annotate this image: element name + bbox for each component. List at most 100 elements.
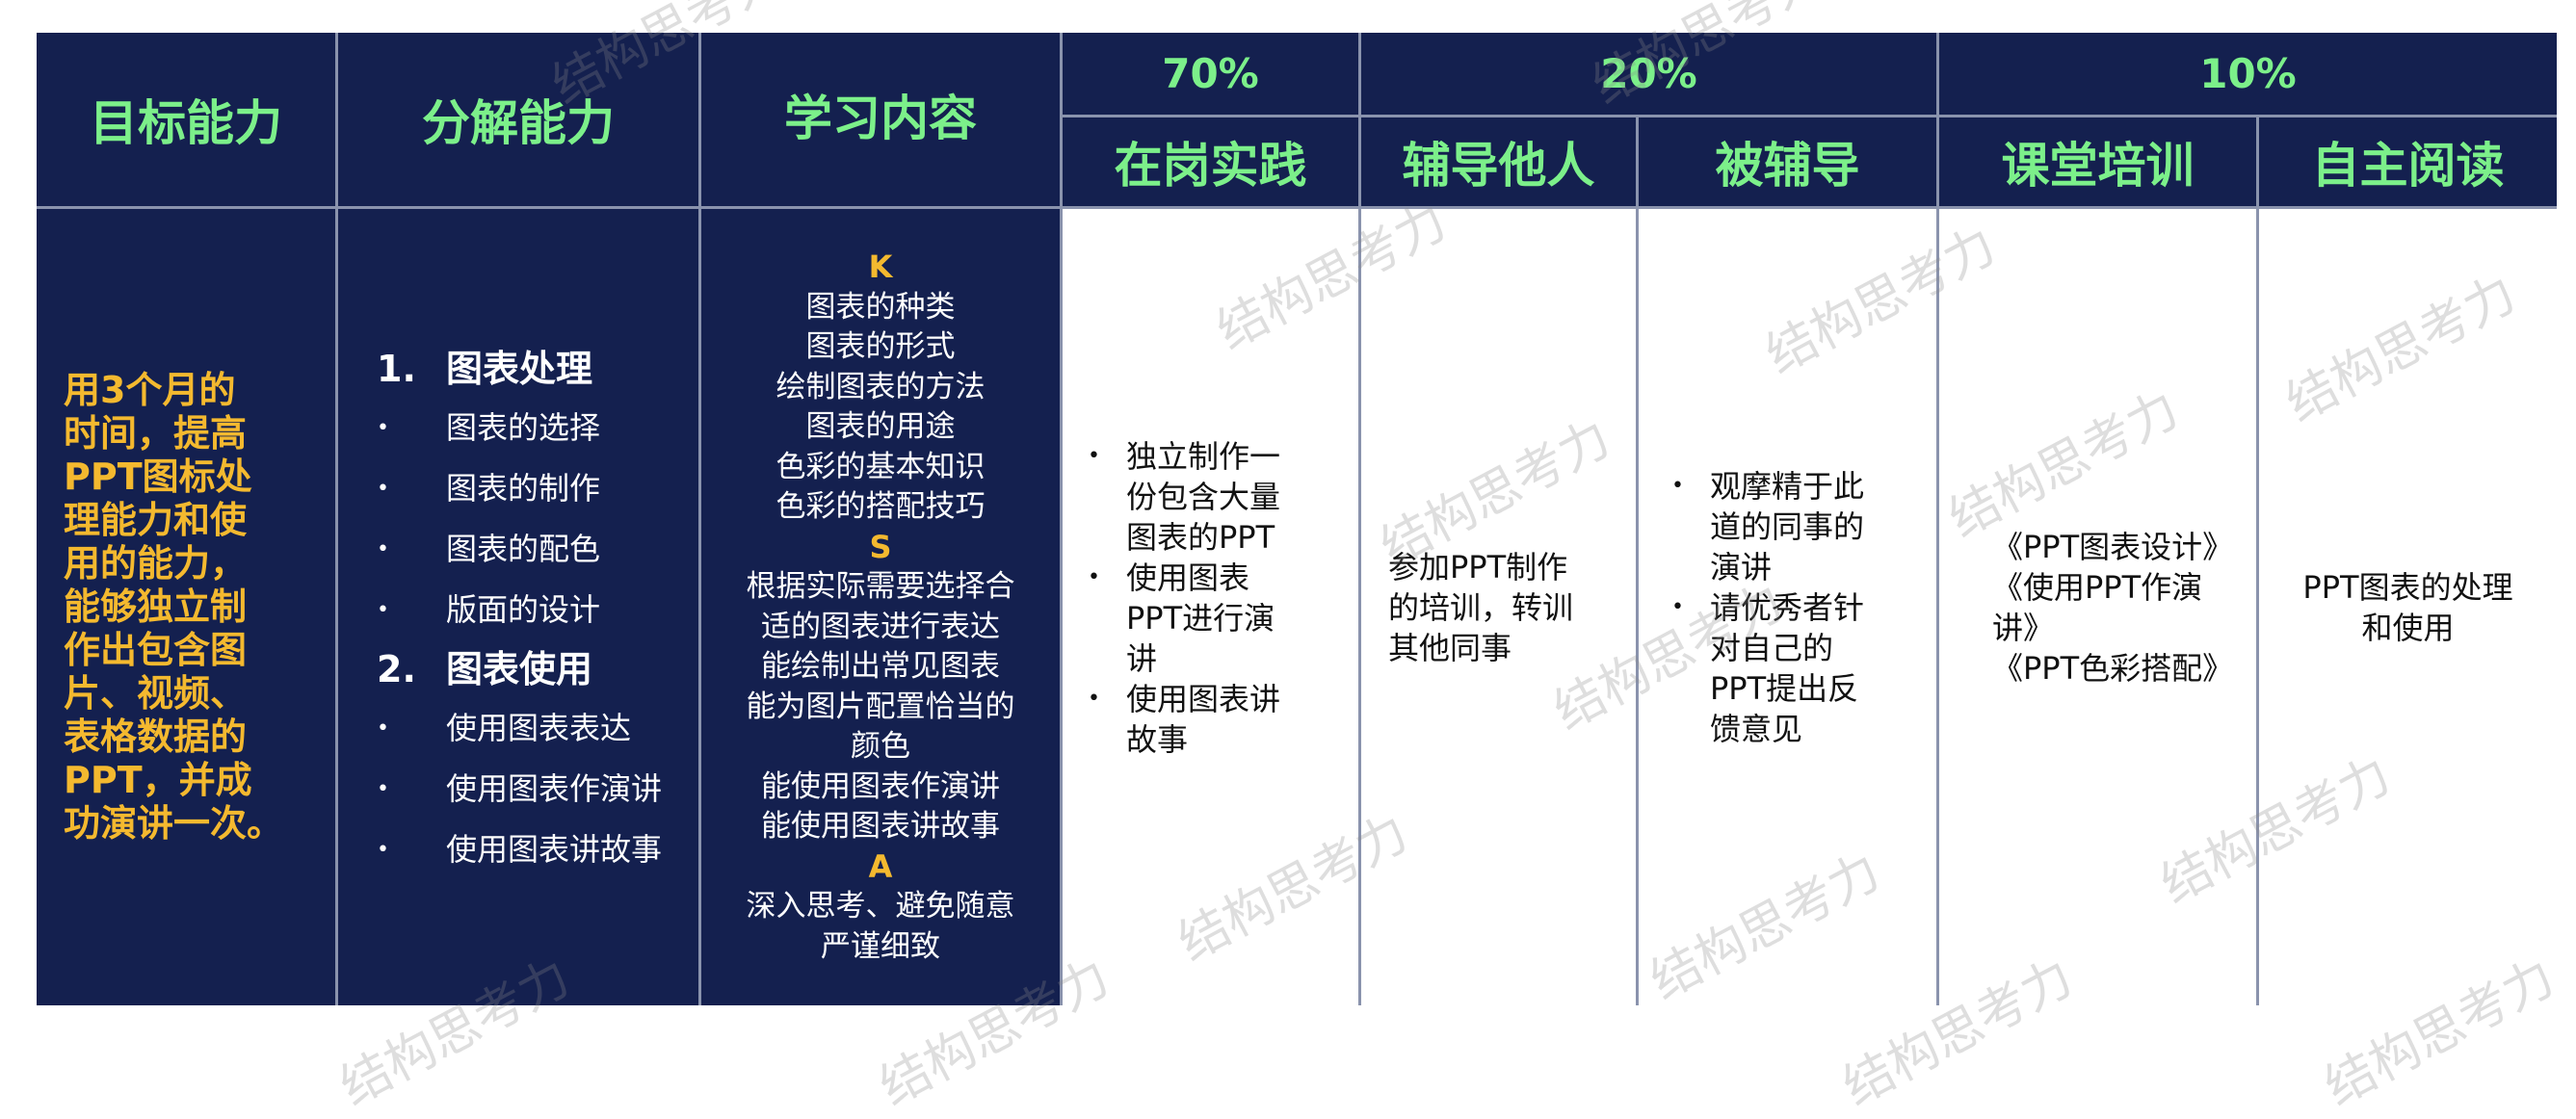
decompose-item: • 版面的设计 — [377, 580, 698, 640]
self-reading-cell: PPT图表的处理 和使用 — [2259, 209, 2557, 1005]
bullet-line: 馈意见 — [1710, 710, 1803, 747]
coach_others-text: 参加PPT制作 的培训，转训 其他同事 — [1388, 547, 1626, 668]
goal-line: PPT图标处 — [64, 455, 252, 498]
learning-line: 深入思考、避免随意 — [746, 889, 1015, 924]
header-decompose-ability: 分解能力 — [338, 33, 698, 206]
text-line: 《PPT图表设计》 — [1992, 528, 2234, 565]
goal-line: 用3个月的 — [64, 369, 236, 411]
decompose-item-label: 使用图表讲故事 — [446, 831, 663, 868]
bullet-line: 观摩精于此 — [1710, 467, 1865, 505]
header-classroom-training: 课堂培训 — [1939, 117, 2256, 206]
goal-line: PPT，并成 — [64, 759, 252, 801]
goal-line: 片、视频、 — [64, 672, 248, 715]
bullet-icon: • — [1671, 594, 1684, 619]
bullet-line: PPT进行演 — [1126, 599, 1275, 637]
onjob-practice-cell: • 独立制作一 份包含大量 图表的PPT • 使用图表 PPT进行演讲 • 使用图表讲 故事 — [1063, 209, 1358, 1005]
decompose-section-heading: 1. 图表处理 — [377, 340, 698, 398]
text-line: 《使用PPT作演讲》 — [1992, 568, 2203, 646]
learning-content-list: K 图表的种类 图表的形式 绘制图表的方法 图表的用途 色彩的基本知识 色彩的搭配技巧 S 根据… — [701, 209, 1060, 1005]
bullet-item: • 使用图表讲 故事 — [1076, 679, 1339, 760]
goal-line: 理能力和使 — [64, 499, 248, 541]
bullet-line: PPT提出反 — [1710, 669, 1859, 707]
goal-line: 时间，提高 — [64, 412, 248, 455]
header-70-percent: 70% — [1063, 33, 1358, 115]
learning-line: 图表的形式 — [805, 329, 956, 364]
header-learning-content: 学习内容 — [701, 33, 1060, 206]
being-coached-cell: • 观摩精于此 道的同事的 演讲 • 请优秀者针 对自己的 PPT提出反 馈意见 — [1639, 209, 1936, 1005]
bullet-icon: • — [1088, 564, 1100, 589]
grid-line — [1060, 115, 2557, 117]
decompose-item: • 使用图表作演讲 — [377, 759, 698, 820]
bullet-icon: • — [377, 716, 389, 741]
learning-line: 能使用图表讲故事 — [761, 809, 1000, 844]
learning-line: 适的图表进行表达 — [761, 609, 1000, 644]
bullet-item: • 请优秀者针 对自己的 PPT提出反 馈意见 — [1660, 587, 1925, 749]
learning-line: 能绘制出常见图表 — [761, 649, 1000, 684]
decompose-ability-list: 1. 图表处理 • 图表的选择 • 图表的制作 • 图表的配色 • 版面的设计 2. 图表使用 • 使用图… — [338, 209, 698, 1005]
header-coach-others: 辅导他人 — [1361, 117, 1636, 206]
grid-line — [2256, 117, 2259, 1005]
learning-line: 绘制图表的方法 — [775, 369, 986, 404]
bullet-line: 使用图表 — [1126, 559, 1250, 596]
text-line: 和使用 — [2361, 609, 2455, 646]
bullet-line: 道的同事的 — [1710, 507, 1865, 545]
section-number: 2. — [377, 648, 416, 690]
ksa-letter: K — [868, 248, 893, 285]
bullet-item: • 独立制作一 份包含大量 图表的PPT — [1076, 436, 1339, 558]
goal-line: 能够独立制 — [64, 586, 248, 628]
header-20-percent: 20% — [1361, 33, 1936, 115]
coach-others-cell: 参加PPT制作 的培训，转训 其他同事 — [1361, 209, 1636, 1005]
grid-line — [37, 206, 2557, 209]
ksa-letter: S — [869, 528, 892, 565]
being_coached-bullets: • 观摩精于此 道的同事的 演讲 • 请优秀者针 对自己的 PPT提出反 馈意见 — [1660, 466, 1925, 749]
bullet-line: 份包含大量 — [1126, 478, 1281, 515]
learning-line: 严谨细致 — [821, 928, 940, 964]
bullet-line: 故事 — [1126, 720, 1189, 758]
learning-line: 图表的种类 — [805, 289, 956, 325]
bullet-icon: • — [1088, 443, 1100, 468]
text-line: 的培训，转训 — [1388, 588, 1574, 626]
section-number: 1. — [377, 348, 416, 390]
goal-line: 功演讲一次。 — [64, 802, 284, 845]
bullet-line: 请优秀者针 — [1710, 588, 1865, 626]
header-10-percent: 10% — [1939, 33, 2557, 115]
capability-table: 目标能力 分解能力 学习内容 70% 20% 10% 在岗实践 辅导他人 被辅导… — [37, 33, 2557, 1005]
decompose-item-label: 图表的配色 — [446, 531, 601, 567]
learning-line: 图表的用途 — [805, 409, 956, 444]
decompose-item: • 使用图表表达 — [377, 698, 698, 759]
header-being-coached: 被辅导 — [1639, 117, 1936, 206]
decompose-item: • 图表的配色 — [377, 519, 698, 580]
bullet-line: 使用图表讲 — [1126, 680, 1281, 717]
text-line: 其他同事 — [1388, 629, 1512, 666]
decompose-item: • 图表的制作 — [377, 458, 698, 519]
header-goal-ability: 目标能力 — [37, 33, 335, 206]
bullet-icon: • — [377, 777, 389, 801]
bullet-line: 讲 — [1126, 639, 1158, 677]
bullet-line: 独立制作一 — [1126, 437, 1281, 475]
header-self-reading: 自主阅读 — [2259, 117, 2557, 206]
decompose-item-label: 图表的制作 — [446, 470, 601, 507]
bullet-icon: • — [1088, 686, 1100, 711]
header-onjob-practice: 在岗实践 — [1063, 117, 1358, 206]
text-line: 《PPT色彩搭配》 — [1992, 649, 2234, 687]
learning-line: 能为图片配置恰当的 — [746, 689, 1015, 724]
section-title: 图表处理 — [446, 348, 593, 390]
decompose-item: • 图表的选择 — [377, 398, 698, 458]
decompose-item: • 使用图表讲故事 — [377, 820, 698, 880]
bullet-icon: • — [377, 537, 389, 561]
decompose-item-label: 使用图表表达 — [446, 710, 632, 746]
text-line: 参加PPT制作 — [1388, 548, 1568, 586]
bullet-item: • 观摩精于此 道的同事的 演讲 — [1660, 466, 1925, 587]
self_reading-text: PPT图表的处理 和使用 — [2302, 567, 2512, 648]
grid-line — [1060, 33, 1063, 1005]
bullet-icon: • — [377, 477, 389, 501]
onjob-bullets: • 独立制作一 份包含大量 图表的PPT • 使用图表 PPT进行演讲 • 使用图表讲 故事 — [1076, 436, 1339, 760]
learning-line: 根据实际需要选择合 — [746, 569, 1015, 604]
bullet-line: 对自己的 — [1710, 629, 1834, 666]
learning-line: 色彩的基本知识 — [775, 449, 986, 484]
learning-line: 颜色 — [851, 729, 910, 764]
bullet-icon: • — [377, 838, 389, 862]
bullet-icon: • — [377, 598, 389, 622]
section-title: 图表使用 — [446, 648, 593, 690]
ksa-letter: A — [868, 847, 893, 885]
